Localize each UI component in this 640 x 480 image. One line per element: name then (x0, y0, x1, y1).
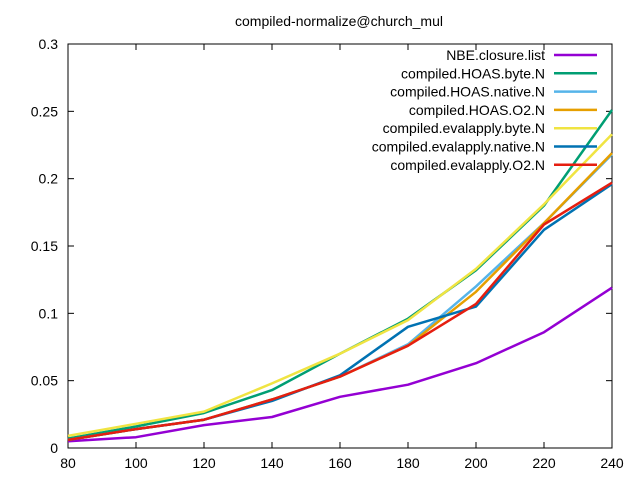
legend-label: compiled.evalapply.native.N (372, 139, 545, 155)
x-tick-label: 200 (464, 455, 488, 471)
x-axis: 80 100 120 140 160 180 200 220 240 (60, 44, 624, 471)
x-tick-label: 180 (396, 455, 420, 471)
y-tick-label: 0.15 (31, 238, 58, 254)
x-tick-label: 160 (328, 455, 352, 471)
y-tick-label: 0.25 (31, 103, 58, 119)
chart-title: compiled-normalize@church_mul (235, 13, 443, 29)
x-tick-label: 120 (192, 455, 216, 471)
series-line-6 (67, 181, 613, 442)
y-tick-label: 0.1 (39, 305, 59, 321)
series-line-0 (67, 286, 613, 443)
legend-label: compiled.HOAS.O2.N (409, 102, 545, 118)
series-line-4 (67, 133, 613, 438)
legend: NBE.closure.list compiled.HOAS.byte.N comp… (372, 47, 597, 173)
y-tick-label: 0.05 (31, 373, 58, 389)
legend-label: compiled.HOAS.native.N (390, 84, 545, 100)
legend-label: NBE.closure.list (446, 47, 545, 63)
y-axis: 0 0.05 0.1 0.15 0.2 0.25 0.3 (31, 36, 612, 456)
series-line-5 (67, 183, 613, 442)
y-tick-label: 0.2 (39, 171, 59, 187)
x-tick-label: 220 (532, 455, 556, 471)
legend-label: compiled.evalapply.byte.N (383, 120, 545, 136)
legend-label: compiled.HOAS.byte.N (401, 65, 545, 81)
legend-label: compiled.evalapply.O2.N (390, 157, 545, 173)
series-layer (67, 109, 614, 443)
x-tick-label: 100 (124, 455, 148, 471)
y-tick-label: 0.3 (39, 36, 59, 52)
y-tick-label: 0 (50, 440, 58, 456)
x-tick-label: 140 (260, 455, 284, 471)
x-tick-label: 240 (600, 455, 624, 471)
x-tick-label: 80 (60, 455, 76, 471)
